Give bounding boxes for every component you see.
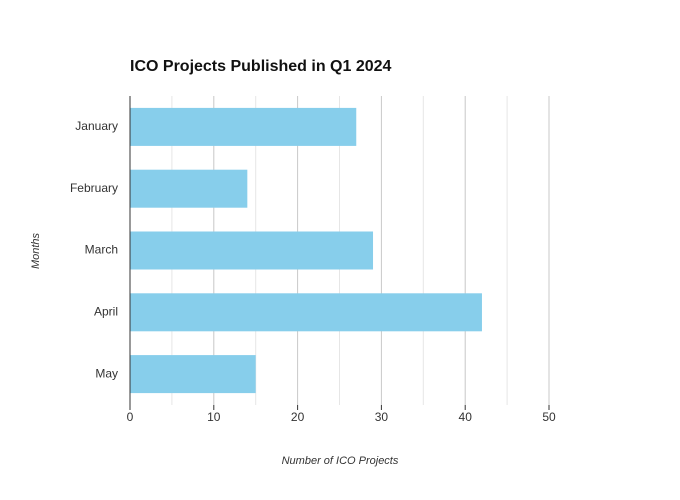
x-tick-label: 50 [542, 410, 556, 424]
y-tick-label: May [95, 366, 118, 380]
x-axis-title: Number of ICO Projects [282, 455, 399, 467]
bar [130, 169, 248, 208]
x-tick-label: 0 [127, 410, 134, 424]
bar [130, 231, 374, 270]
x-tick-label: 20 [291, 410, 305, 424]
x-tick-label: 10 [207, 410, 221, 424]
bar [130, 355, 256, 394]
y-axis-title: Months [30, 232, 42, 269]
y-tick-label: March [85, 243, 118, 257]
y-tick-label: January [75, 119, 118, 133]
bar [130, 107, 357, 146]
y-tick-label: April [94, 304, 118, 318]
bar [130, 293, 482, 332]
y-tick-label: February [70, 181, 118, 195]
x-tick-label: 30 [375, 410, 389, 424]
x-tick-label: 40 [459, 410, 473, 424]
chart-title: ICO Projects Published in Q1 2024 [130, 58, 392, 75]
